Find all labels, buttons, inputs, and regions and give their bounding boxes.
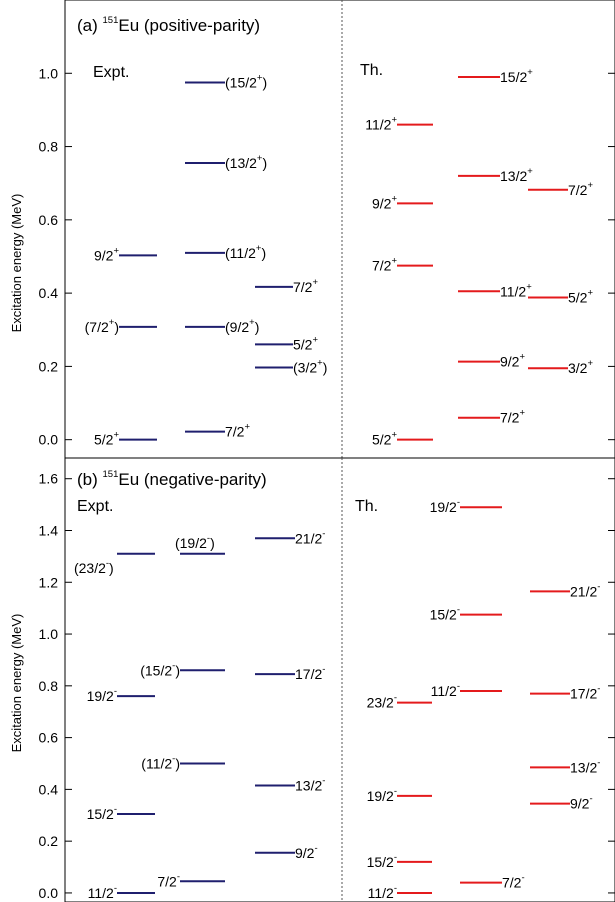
level-label: 21/2-: [295, 528, 325, 546]
level-label: 7/2-: [157, 871, 180, 889]
level-label: 11/2-: [88, 883, 117, 901]
level-label: (3/2+): [293, 357, 327, 375]
y-tick-label: 1.2: [39, 574, 59, 590]
level-label: (15/2-): [140, 660, 180, 678]
level-label: 13/2-: [570, 757, 600, 775]
level-label: 19/2-: [87, 686, 117, 704]
level-label: 5/2+: [293, 334, 318, 352]
level-label: 9/2-: [570, 794, 593, 812]
level-label: 7/2+: [372, 256, 397, 274]
panel-b-frame: [64, 457, 615, 902]
panel-a-expt-label: Expt.: [93, 64, 129, 81]
panel-b-title: (b) 151Eu (negative-parity): [77, 469, 267, 489]
level-label: (19/2-): [175, 533, 215, 551]
y-tick-label: 0.0: [39, 432, 59, 448]
y-tick-label: 1.0: [39, 626, 59, 642]
panel-a-th-label: Th.: [360, 62, 383, 79]
y-tick-label: 0.4: [39, 285, 59, 301]
panel-b-y-axis-title: Excitation energy (MeV): [9, 614, 24, 753]
y-tick-label: 1.0: [39, 65, 59, 81]
level-label: 3/2+: [568, 358, 593, 376]
level-label: 5/2+: [568, 288, 593, 306]
level-label: (13/2+): [225, 153, 267, 171]
level-label: (11/2+): [225, 243, 266, 261]
level-label: 9/2-: [295, 843, 318, 861]
y-tick-label: 0.2: [39, 358, 59, 374]
level-label: (11/2-): [141, 753, 180, 771]
level-label: 15/2+: [500, 67, 533, 85]
level-label: 5/2+: [94, 430, 119, 448]
level-label: 15/2-: [87, 804, 117, 822]
panel-a: (a) 151Eu (positive-parity) Expt. Th. Ex…: [9, 0, 615, 459]
panel-b-th-label: Th.: [355, 498, 378, 515]
panel-b-ticks: 0.0 0.2 0.4 0.6 0.8 1.0 1.2 1.4 1.6: [39, 471, 615, 901]
level-label: 11/2-: [368, 883, 397, 901]
level-label: 19/2-: [367, 786, 397, 804]
level-label: 7/2+: [225, 422, 250, 440]
level-label: (23/2-): [74, 558, 114, 576]
level-label: 19/2-: [430, 497, 460, 515]
level-label: 9/2+: [372, 193, 397, 211]
y-tick-label: 0.6: [39, 730, 59, 746]
y-tick-label: 1.6: [39, 471, 59, 487]
level-label: 7/2+: [293, 277, 318, 295]
panel-b: (b) 151Eu (negative-parity) Expt. Th. Ex…: [9, 457, 615, 902]
level-label: 7/2+: [500, 408, 525, 426]
level-label: 5/2+: [372, 430, 397, 448]
level-label: 7/2-: [502, 873, 525, 891]
level-label: 11/2-: [431, 681, 460, 699]
panel-a-ticks: 0.0 0.2 0.4 0.6 0.8 1.0: [39, 65, 615, 448]
y-tick-label: 0.8: [39, 678, 59, 694]
level-label: 7/2+: [568, 180, 593, 198]
level-label: 9/2+: [500, 352, 525, 370]
panel-b-levels: 11/2- 15/2- 19/2- (23/2-) 7/2- (11/2-) (15/2-)…: [74, 497, 600, 901]
panel-b-expt-label: Expt.: [77, 498, 113, 515]
y-tick-label: 0.6: [39, 212, 59, 228]
y-tick-label: 0.8: [39, 139, 59, 155]
level-label: 11/2+: [500, 281, 532, 299]
level-label: (15/2+): [225, 72, 267, 90]
panel-a-title: (a) 151Eu (positive-parity): [77, 15, 260, 35]
level-label: 11/2+: [365, 115, 397, 133]
level-label: 15/2-: [430, 605, 460, 623]
level-label: 9/2+: [94, 245, 119, 263]
panel-a-levels: 5/2+ (7/2+) 9/2+ 7/2+ (9/2+) (11/2+) (13/2+) (1…: [85, 67, 594, 448]
level-label: (7/2+): [85, 317, 119, 335]
level-label: 23/2-: [367, 693, 397, 711]
level-label: 17/2-: [570, 684, 600, 702]
panel-a-y-axis-title: Excitation energy (MeV): [9, 194, 24, 333]
y-tick-label: 0.0: [39, 885, 59, 901]
level-label: (9/2+): [225, 317, 259, 335]
level-label: 17/2-: [295, 664, 325, 682]
y-tick-label: 0.2: [39, 833, 59, 849]
y-tick-label: 0.4: [39, 781, 59, 797]
level-label: 21/2-: [570, 581, 600, 599]
level-label: 15/2-: [367, 852, 397, 870]
y-tick-label: 1.4: [39, 522, 59, 538]
level-label: 13/2+: [500, 166, 533, 184]
level-label: 13/2-: [295, 775, 325, 793]
